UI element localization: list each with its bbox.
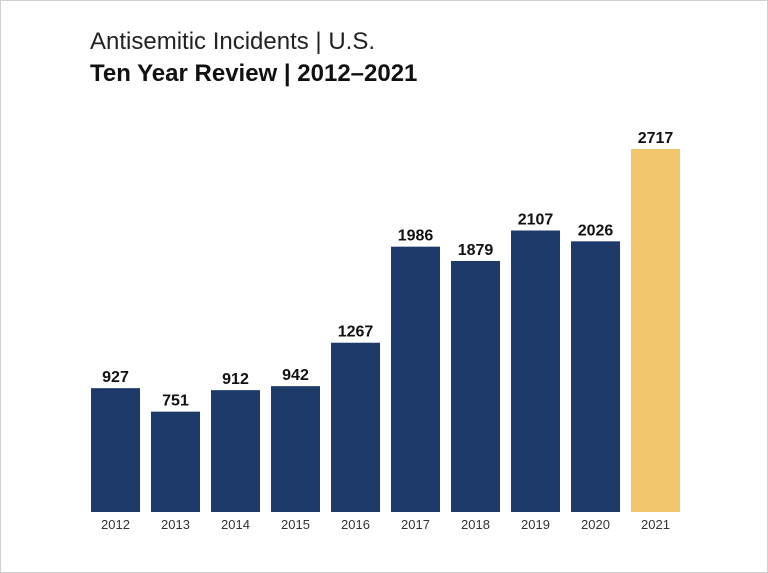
- value-label-2014: 912: [222, 371, 249, 388]
- value-label-2013: 751: [162, 393, 189, 410]
- x-tick-label-2020: 2020: [581, 517, 610, 532]
- x-tick-label-2015: 2015: [281, 517, 310, 532]
- bar-2012: [91, 388, 140, 512]
- value-label-2017: 1986: [398, 228, 434, 245]
- bar-2020: [571, 241, 620, 513]
- x-tick-label-2019: 2019: [521, 517, 550, 532]
- x-tick-label-2016: 2016: [341, 517, 370, 532]
- value-label-2021: 2717: [638, 130, 674, 147]
- value-label-2019: 2107: [518, 211, 554, 228]
- bar-2018: [451, 260, 500, 512]
- bar-2013: [151, 411, 200, 512]
- bar-2014: [211, 390, 260, 512]
- x-tick-label-2017: 2017: [401, 517, 430, 532]
- bar-2016: [331, 342, 380, 512]
- chart-title: Antisemitic Incidents | U.S.: [90, 28, 375, 55]
- x-tick-label-2012: 2012: [101, 517, 130, 532]
- bar-2015: [271, 386, 320, 512]
- x-tick-label-2018: 2018: [461, 517, 490, 532]
- x-tick-label-2021: 2021: [641, 517, 670, 532]
- bar-2019: [511, 230, 560, 512]
- bar-2017: [391, 246, 440, 512]
- bar-2021: [631, 149, 680, 512]
- value-label-2020: 2026: [578, 222, 614, 239]
- value-label-2012: 927: [102, 369, 129, 386]
- x-tick-label-2014: 2014: [221, 517, 250, 532]
- x-tick-label-2013: 2013: [161, 517, 190, 532]
- value-label-2018: 1879: [458, 242, 494, 259]
- value-label-2016: 1267: [338, 324, 374, 341]
- value-label-2015: 942: [282, 367, 309, 384]
- chart-subtitle: Ten Year Review | 2012–2021: [90, 60, 418, 87]
